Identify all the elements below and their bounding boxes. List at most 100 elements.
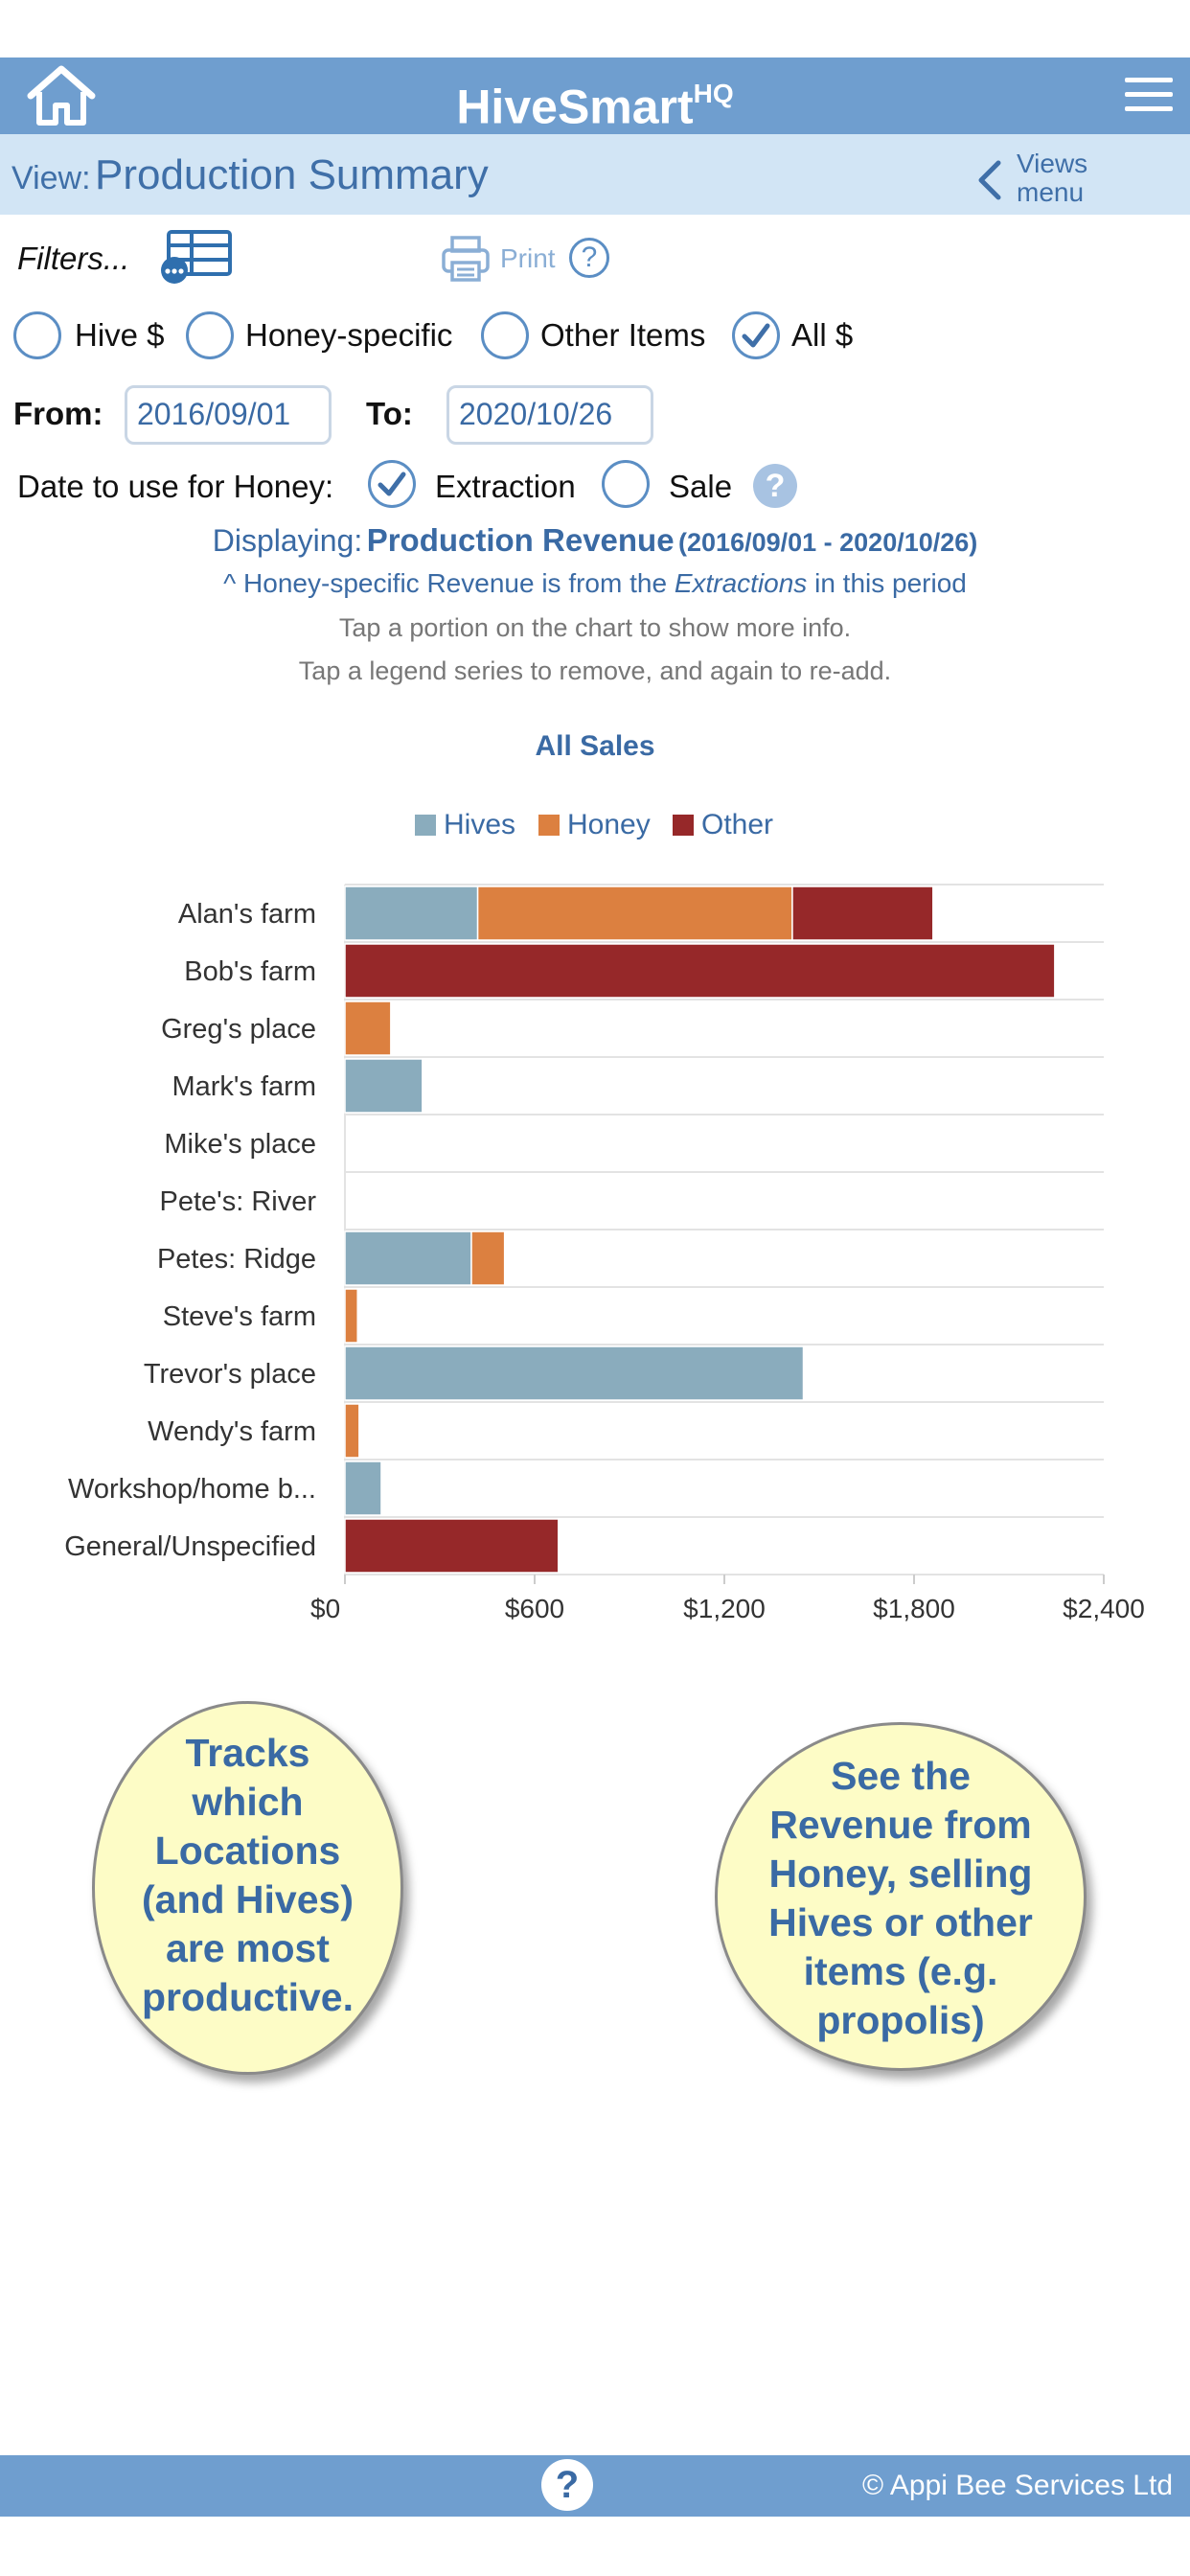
displaying-prefix: Displaying: [212, 523, 363, 558]
honey-note-prefix: ^ Honey-specific Revenue is from the [223, 568, 675, 598]
category-label: Greg's place [161, 1014, 316, 1045]
bar-other[interactable] [344, 943, 1056, 999]
callout-locations-line: productive. [142, 1975, 354, 2019]
hamburger-menu-icon[interactable] [1123, 73, 1175, 117]
bar-honey[interactable] [344, 1000, 392, 1056]
bar-hives[interactable] [344, 1460, 382, 1516]
views-menu-button[interactable]: Views menu [975, 150, 1100, 211]
callout-locations-line: are most [166, 1926, 330, 1970]
bar-honey[interactable] [476, 886, 793, 941]
x-tick-label: $2,400 [1063, 1594, 1145, 1623]
category-label: Mike's place [164, 1129, 316, 1160]
to-date-input[interactable]: 2020/10/26 [446, 385, 653, 445]
copyright-text: © Appi Bee Services Ltd [862, 2470, 1173, 2501]
printer-icon[interactable] [441, 234, 491, 284]
app-header [0, 58, 1190, 134]
callout-revenue-line: See the [831, 1754, 971, 1798]
category-filter: Hive $ Honey-specific Other Items All $ [0, 309, 1190, 362]
callout-locations: Tracks which Locations (and Hives) are m… [92, 1701, 403, 2075]
displaying-range: (2016/09/01 - 2020/10/26) [678, 528, 978, 557]
displaying-line: Displaying: Production Revenue (2016/09/… [0, 519, 1190, 568]
bar-honey[interactable] [344, 1403, 360, 1459]
radio-other-items[interactable] [481, 311, 529, 359]
hint-tap-legend: Tap a legend series to remove, and again… [298, 656, 892, 685]
callout-locations-line: (and Hives) [142, 1877, 354, 1921]
legend-swatch-hives[interactable] [415, 815, 436, 836]
x-tick-label: $600 [505, 1594, 564, 1623]
radio-other-items-label[interactable]: Other Items [540, 317, 706, 353]
callout-revenue-line: propolis) [816, 1998, 985, 2042]
radio-sale-label[interactable]: Sale [669, 469, 733, 504]
from-date-input[interactable]: 2016/09/01 [125, 385, 332, 445]
print-help-icon[interactable]: ? [569, 238, 609, 278]
filter-table-icon[interactable] [157, 228, 234, 286]
radio-honey-specific-label[interactable]: Honey-specific [245, 317, 453, 353]
legend-label-hives[interactable]: Hives [444, 809, 515, 840]
legend-swatch-other[interactable] [673, 815, 694, 836]
bar-hives[interactable] [344, 1230, 472, 1286]
bar-hives[interactable] [344, 886, 479, 941]
category-label: General/Unspecified [64, 1531, 316, 1562]
category-label: Mark's farm [172, 1071, 316, 1102]
radio-all[interactable] [732, 311, 780, 359]
category-label: Trevor's place [144, 1359, 316, 1390]
honey-note: ^ Honey-specific Revenue is from the Ext… [0, 565, 1190, 602]
callout-locations-line: which [192, 1780, 304, 1824]
callout-revenue: See the Revenue from Honey, selling Hive… [715, 1722, 1087, 2071]
bar-honey[interactable] [470, 1230, 506, 1286]
print-label[interactable]: Print [500, 243, 556, 273]
app-title: HiveSmartHQ [456, 79, 734, 134]
legend-label-honey[interactable]: Honey [567, 809, 651, 840]
honey-note-em: Extractions [674, 568, 808, 598]
radio-sale[interactable] [602, 460, 650, 508]
radio-hive[interactable] [13, 311, 61, 359]
honey-date-help-icon[interactable]: ? [753, 464, 797, 508]
honey-date-label: Date to use for Honey: [17, 469, 334, 504]
category-label: Bob's farm [184, 956, 316, 987]
callout-locations-line: Locations [154, 1828, 341, 1873]
chevron-left-icon [978, 160, 1001, 200]
legend-label-other[interactable]: Other [701, 809, 773, 840]
view-bar [0, 134, 1190, 215]
to-label: To: [366, 396, 413, 431]
bar-honey[interactable] [344, 1288, 358, 1344]
category-label: Alan's farm [178, 899, 316, 930]
callout-locations-line: Tracks [185, 1731, 310, 1775]
category-label: Petes: Ridge [157, 1244, 316, 1275]
bar-other[interactable] [344, 1518, 560, 1574]
from-label: From: [13, 396, 103, 431]
radio-hive-label[interactable]: Hive $ [75, 317, 165, 353]
category-label: Wendy's farm [148, 1416, 316, 1447]
view-title: View: Production Summary [11, 151, 489, 209]
views-menu-label-2: menu [1017, 177, 1085, 207]
category-label: Steve's farm [163, 1301, 316, 1332]
bar-hives[interactable] [344, 1346, 805, 1401]
callout-revenue-line: Honey, selling [768, 1852, 1033, 1896]
callout-revenue-line: Hives or other [768, 1900, 1033, 1944]
category-label: Workshop/home b... [68, 1474, 316, 1505]
radio-honey-specific[interactable] [186, 311, 234, 359]
home-icon[interactable] [25, 63, 98, 128]
bar-hives[interactable] [344, 1058, 423, 1114]
help-icon[interactable]: ? [541, 2459, 593, 2511]
legend-swatch-honey[interactable] [538, 815, 560, 836]
callout-revenue-line: items (e.g. [803, 1949, 998, 1993]
view-prefix: View: [11, 160, 91, 196]
checkmark-icon [742, 323, 770, 348]
radio-extraction[interactable] [368, 460, 416, 508]
x-tick-label: $1,200 [683, 1594, 766, 1623]
category-label: Pete's: River [160, 1186, 317, 1217]
checkmark-icon [378, 472, 406, 496]
chart-title: All Sales [535, 730, 654, 762]
views-menu-label-1: Views [1017, 149, 1088, 178]
radio-all-label[interactable]: All $ [791, 317, 854, 353]
x-tick-label: $0 [310, 1594, 340, 1623]
bar-other[interactable] [791, 886, 934, 941]
honey-note-suffix: in this period [807, 568, 967, 598]
callout-revenue-line: Revenue from [769, 1803, 1032, 1847]
filters-label[interactable]: Filters... [17, 241, 130, 276]
radio-extraction-label[interactable]: Extraction [435, 469, 576, 504]
view-name: Production Summary [94, 151, 489, 198]
displaying-title: Production Revenue [366, 522, 675, 558]
sales-chart[interactable]: All Sales Hives Honey Other Alan's farm Bob… [0, 709, 1190, 1639]
